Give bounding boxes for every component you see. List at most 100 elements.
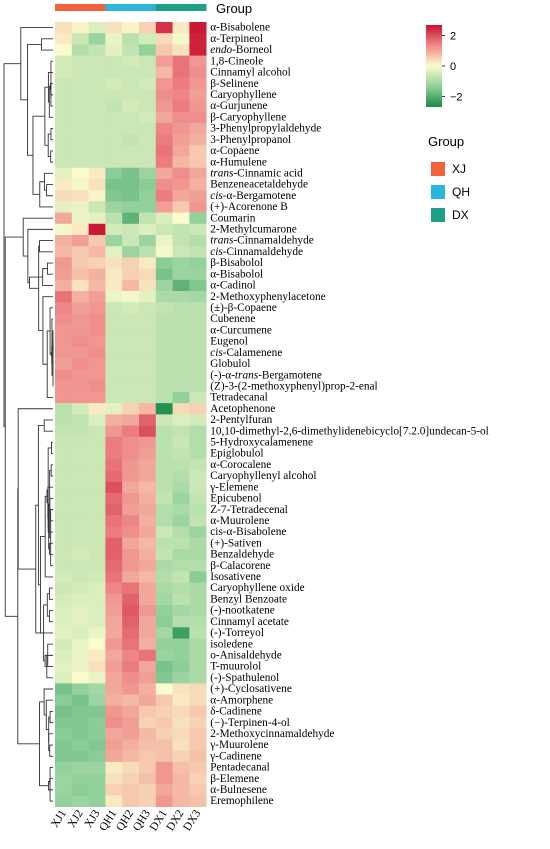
heatmap-cell bbox=[71, 672, 89, 684]
heatmap-cell bbox=[139, 414, 157, 426]
heatmap-cell bbox=[155, 111, 173, 124]
heatmap-cell bbox=[189, 291, 207, 303]
dendrogram-branch bbox=[42, 268, 53, 286]
heatmap-cell bbox=[172, 526, 190, 538]
heatmap-cell bbox=[189, 683, 207, 695]
row-label: Benzyl Benzoate bbox=[210, 593, 287, 605]
heatmap-cell bbox=[172, 369, 190, 382]
heatmap-cell bbox=[172, 761, 190, 774]
heatmap-cell bbox=[105, 795, 123, 807]
heatmap-cell bbox=[71, 257, 89, 269]
heatmap-cells bbox=[55, 22, 207, 807]
dendrogram-branch bbox=[48, 733, 53, 752]
dendrogram-branch bbox=[47, 781, 53, 791]
heatmap-cell bbox=[105, 111, 123, 124]
heatmap-cell bbox=[55, 593, 73, 606]
heatmap-cell bbox=[189, 616, 207, 628]
heatmap-cell bbox=[105, 492, 123, 505]
heatmap-cell bbox=[139, 145, 157, 157]
heatmap-cell bbox=[88, 795, 106, 807]
heatmap-cell bbox=[122, 178, 140, 191]
column-label: QH3 bbox=[131, 808, 153, 834]
heatmap-cell bbox=[105, 616, 123, 628]
heatmap-cell bbox=[71, 44, 89, 56]
heatmap-cell bbox=[71, 347, 89, 359]
heatmap-cell bbox=[189, 257, 207, 269]
heatmap-cell bbox=[189, 100, 207, 112]
heatmap-cell bbox=[105, 515, 123, 527]
heatmap-cell bbox=[88, 122, 106, 135]
dendrogram-branch bbox=[17, 408, 53, 570]
heatmap-cell bbox=[105, 593, 123, 606]
heatmap-cell bbox=[105, 257, 123, 269]
heatmap-cell bbox=[189, 44, 207, 56]
heatmap-cell bbox=[189, 279, 207, 292]
heatmap-cell bbox=[55, 324, 73, 337]
heatmap-cell bbox=[55, 560, 73, 572]
heatmap-cell bbox=[71, 246, 89, 258]
heatmap-cell bbox=[105, 223, 123, 236]
dendrogram-branch bbox=[39, 181, 53, 208]
heatmap-cell bbox=[105, 604, 123, 617]
heatmap-cell bbox=[55, 571, 73, 583]
heatmap-cell bbox=[105, 302, 123, 314]
heatmap-cell bbox=[155, 223, 173, 236]
heatmap-cell bbox=[71, 167, 89, 180]
heatmap-cell bbox=[155, 122, 173, 135]
heatmap-cell bbox=[189, 212, 207, 225]
heatmap-cell bbox=[55, 459, 73, 471]
heatmap-cell bbox=[105, 436, 123, 449]
heatmap-cell bbox=[105, 380, 123, 393]
heatmap-cell bbox=[139, 403, 157, 415]
heatmap-cell bbox=[55, 55, 73, 68]
heatmap-cell bbox=[189, 145, 207, 157]
heatmap-cell bbox=[155, 313, 173, 325]
heatmap-cell bbox=[155, 78, 173, 90]
heatmap-cell bbox=[139, 223, 157, 236]
heatmap-cell bbox=[172, 156, 190, 169]
heatmap-cell bbox=[88, 739, 106, 751]
dendrogram-branch bbox=[32, 115, 45, 195]
heatmap-cell bbox=[55, 279, 73, 292]
heatmap-cell bbox=[55, 223, 73, 236]
heatmap-cell bbox=[122, 268, 140, 281]
heatmap-cell bbox=[139, 156, 157, 169]
heatmap-cell bbox=[55, 178, 73, 191]
heatmap-cell bbox=[155, 134, 173, 146]
heatmap-cell bbox=[88, 403, 106, 415]
heatmap-cell bbox=[55, 145, 73, 157]
heatmap-cell bbox=[155, 660, 173, 673]
dendrogram-branch bbox=[29, 276, 43, 289]
heatmap-cell bbox=[189, 739, 207, 751]
heatmap-cell bbox=[88, 369, 106, 382]
heatmap-cell bbox=[155, 44, 173, 56]
heatmap-cell bbox=[71, 156, 89, 169]
heatmap-cell bbox=[189, 593, 207, 606]
heatmap-cell bbox=[172, 89, 190, 101]
row-label: (±)-β-Copaene bbox=[210, 302, 277, 314]
heatmap-cell bbox=[71, 649, 89, 662]
row-label: α-Gurjunene bbox=[210, 100, 267, 112]
dendrogram-branch bbox=[4, 236, 24, 617]
heatmap-cell bbox=[172, 212, 190, 225]
row-label: Acetophenone bbox=[210, 403, 275, 415]
dendrogram-branch bbox=[42, 296, 53, 365]
row-label: β-Caryophyllene bbox=[210, 111, 286, 123]
heatmap-cell bbox=[71, 145, 89, 157]
heatmap-cell bbox=[139, 44, 157, 56]
row-labels: α-Bisaboleneα-Terpineolendo-Borneol1,8-C… bbox=[209, 22, 489, 807]
row-label: (−)-Terpinen-4-ol bbox=[210, 717, 290, 729]
heatmap-cell bbox=[172, 593, 190, 606]
heatmap-cell bbox=[88, 66, 106, 79]
heatmap-cell bbox=[155, 33, 173, 45]
heatmap-cell bbox=[172, 279, 190, 292]
row-label: 3-Phenylpropylaldehyde bbox=[210, 123, 321, 135]
heatmap-cell bbox=[122, 134, 140, 146]
heatmap-cell bbox=[55, 627, 73, 639]
dendrogram-branch bbox=[44, 495, 53, 578]
heatmap-cell bbox=[139, 178, 157, 191]
heatmap-cell bbox=[172, 616, 190, 628]
heatmap-cell bbox=[122, 694, 140, 707]
heatmap-cell bbox=[172, 44, 190, 56]
